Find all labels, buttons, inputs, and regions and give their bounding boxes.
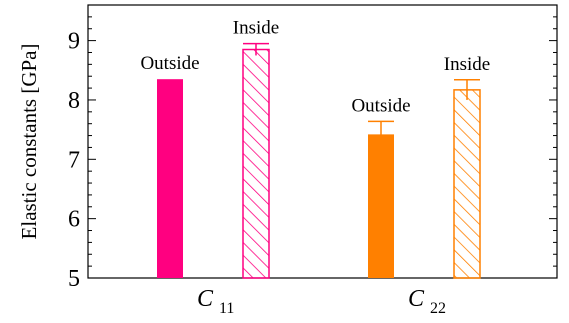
y-tick-label: 8: [68, 88, 80, 114]
x-category-label: C: [408, 286, 425, 312]
bar-value-label: Outside: [351, 95, 410, 116]
plot-frame: [87, 4, 558, 279]
y-axis-title: Elastic constants [GPa]: [17, 44, 41, 240]
y-tick-label: 5: [68, 266, 80, 292]
x-category-subscript: 22: [430, 300, 446, 317]
x-axis: C 11 C 22: [197, 286, 446, 317]
bar-outside: [368, 134, 394, 278]
y-tick-label: 9: [68, 29, 80, 55]
bar-inside: [453, 89, 481, 279]
x-category-subscript: 11: [219, 300, 234, 317]
bar-value-label: Outside: [140, 53, 199, 74]
bar-value-label: Inside: [444, 54, 490, 75]
y-tick-label: 7: [68, 147, 80, 173]
y-tick-label: 6: [68, 207, 80, 233]
bar-value-label: Inside: [233, 18, 279, 39]
bar-inside: [242, 48, 270, 279]
bar-outside: [157, 79, 183, 278]
x-category-label: C: [197, 286, 214, 312]
y-axis: 5 6 7 8 9: [68, 4, 557, 292]
bars: Outside Inside Outside Inside: [140, 18, 490, 279]
